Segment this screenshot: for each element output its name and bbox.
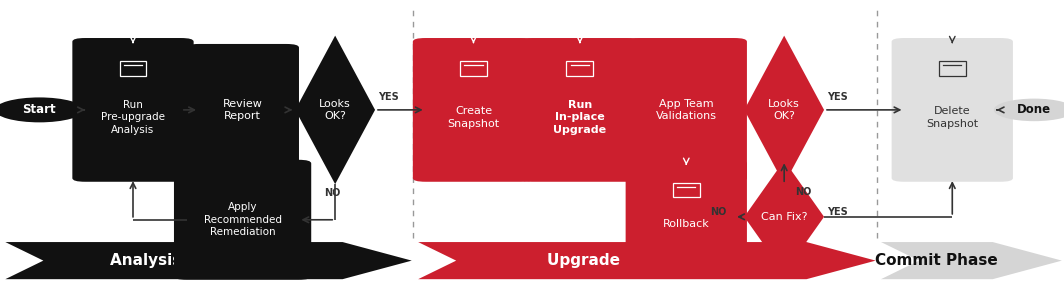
FancyBboxPatch shape	[186, 44, 299, 176]
FancyBboxPatch shape	[626, 160, 747, 274]
Text: Upgrade Phase: Upgrade Phase	[547, 253, 678, 268]
FancyBboxPatch shape	[413, 38, 534, 182]
Polygon shape	[881, 242, 1062, 279]
FancyBboxPatch shape	[626, 38, 747, 182]
Text: NO: NO	[711, 207, 727, 217]
Text: YES: YES	[828, 91, 848, 102]
Text: App Team
Validations: App Team Validations	[655, 99, 717, 121]
FancyBboxPatch shape	[892, 38, 1013, 182]
Text: Run
In-place
Upgrade: Run In-place Upgrade	[553, 100, 606, 135]
Text: Looks
OK?: Looks OK?	[768, 99, 800, 121]
Text: Apply
Recommended
Remediation: Apply Recommended Remediation	[203, 202, 282, 237]
Text: Run
Pre-upgrade
Analysis: Run Pre-upgrade Analysis	[101, 100, 165, 135]
FancyBboxPatch shape	[72, 38, 194, 182]
Polygon shape	[745, 160, 824, 273]
Text: YES: YES	[828, 207, 848, 217]
Text: Start: Start	[22, 103, 56, 116]
Text: Create
Snapshot: Create Snapshot	[448, 106, 499, 129]
Text: Rollback: Rollback	[663, 219, 710, 229]
Text: Can Fix?: Can Fix?	[761, 212, 808, 222]
FancyBboxPatch shape	[519, 38, 641, 182]
Circle shape	[0, 97, 84, 122]
Text: NO: NO	[795, 187, 811, 197]
Polygon shape	[745, 36, 824, 184]
Text: Looks
OK?: Looks OK?	[319, 99, 351, 121]
Polygon shape	[418, 242, 876, 279]
Circle shape	[994, 99, 1064, 121]
Text: Done: Done	[1017, 103, 1051, 116]
Text: Delete
Snapshot: Delete Snapshot	[927, 106, 978, 129]
Polygon shape	[296, 36, 375, 184]
Text: Review
Report: Review Report	[222, 99, 263, 121]
FancyBboxPatch shape	[173, 160, 311, 280]
Text: Commit Phase: Commit Phase	[876, 253, 998, 268]
Text: YES: YES	[379, 91, 399, 102]
Polygon shape	[5, 242, 412, 279]
Text: NO: NO	[325, 188, 340, 198]
Text: Analysis Phase: Analysis Phase	[110, 253, 238, 268]
